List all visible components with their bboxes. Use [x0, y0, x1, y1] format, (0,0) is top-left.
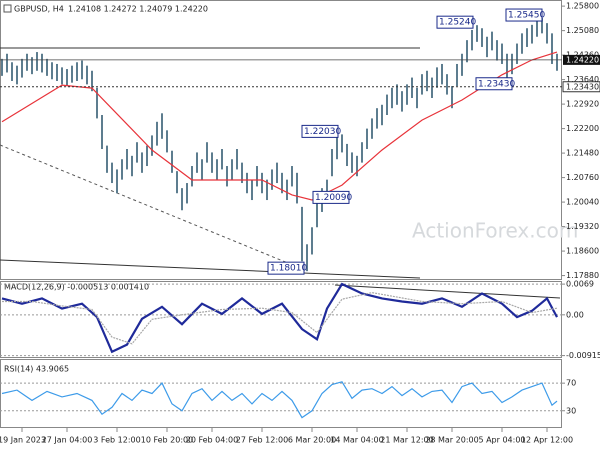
rsi-panel: [0, 359, 562, 428]
y-tick-label: 1.21480: [566, 149, 599, 158]
symbol-title: GBPUSD, H4: [14, 5, 64, 14]
macd-title: MACD(12,26,9) -0.000513 0.001410: [4, 283, 149, 292]
annotation-box: [436, 15, 474, 29]
y-tick-label: 1.20040: [566, 198, 599, 207]
y-tick-label: 1.25080: [566, 26, 599, 35]
y-tick-label: 1.18600: [566, 247, 599, 256]
y-tick-label: 0.0069: [566, 280, 594, 289]
macd-panel: [0, 281, 562, 358]
price-panel: [0, 0, 562, 280]
last-price-label: 1.24220: [566, 55, 599, 64]
x-tick-label: 28 Mar 20:00: [425, 436, 478, 445]
annotation-box: [505, 8, 543, 22]
y-tick-label: 1.19320: [566, 222, 599, 231]
series-line: [1, 381, 558, 419]
x-tick-label: 27 Feb 12:00: [236, 436, 288, 445]
y-tick-label: 1.22200: [566, 124, 599, 133]
x-tick-label: 10 Feb 20:00: [141, 436, 193, 445]
x-tick-label: 27 Jan 04:00: [42, 436, 93, 445]
annotation-box: [475, 77, 513, 91]
x-tick-label: 6 Mar 20:00: [288, 436, 336, 445]
x-tick-label: 20 Feb 04:00: [186, 436, 238, 445]
y-tick-label: 70: [566, 379, 576, 388]
annotation: 1.25240: [439, 18, 476, 28]
y-tick-label: 0.00: [566, 310, 584, 319]
y-tick-label: 30: [566, 406, 576, 415]
series-line: [1, 282, 558, 354]
y-tick-label: 1.23640: [566, 75, 599, 84]
annotation-box: [312, 190, 350, 204]
trend-line: [0, 259, 421, 279]
x-tick-label: 19 Jan 2023: [0, 436, 46, 445]
x-tick-label: 12 Apr 12:00: [521, 436, 573, 445]
x-tick-label: 14 Mar 04:00: [330, 436, 383, 445]
watermark: ActionForex.com: [412, 219, 578, 243]
trend-line: [0, 144, 301, 269]
x-tick-label: 5 Apr 04:00: [478, 436, 525, 445]
series-line: [2, 291, 558, 345]
level-label: 1.23430: [566, 82, 599, 91]
annotation: 1.20090: [315, 193, 352, 203]
ohlc-values: 1.24108 1.24272 1.24079 1.24220: [68, 5, 208, 14]
last-price-box: [563, 54, 600, 65]
symbol-icon: [3, 4, 12, 13]
y-tick-label: 1.25800: [566, 2, 599, 11]
annotation-box: [301, 124, 339, 138]
level-label-box: [562, 81, 600, 93]
annotation: 1.23430: [478, 79, 515, 89]
annotation: 1.18010: [270, 264, 307, 274]
x-tick-label: 3 Feb 12:00: [93, 436, 140, 445]
y-tick-label: -0.009158: [566, 351, 600, 360]
x-tick-label: 21 Mar 12:00: [380, 436, 433, 445]
rsi-title: RSI(14) 43.9065: [4, 365, 69, 374]
y-tick-label: 1.22920: [566, 100, 599, 109]
y-tick-label: 1.20760: [566, 173, 599, 182]
y-tick-label: 1.17880: [566, 271, 599, 280]
macd-trend-line: [334, 284, 561, 299]
annotation: 1.22030: [304, 127, 341, 137]
annotation-box: [267, 261, 305, 275]
annotation: 1.25450: [508, 11, 545, 21]
